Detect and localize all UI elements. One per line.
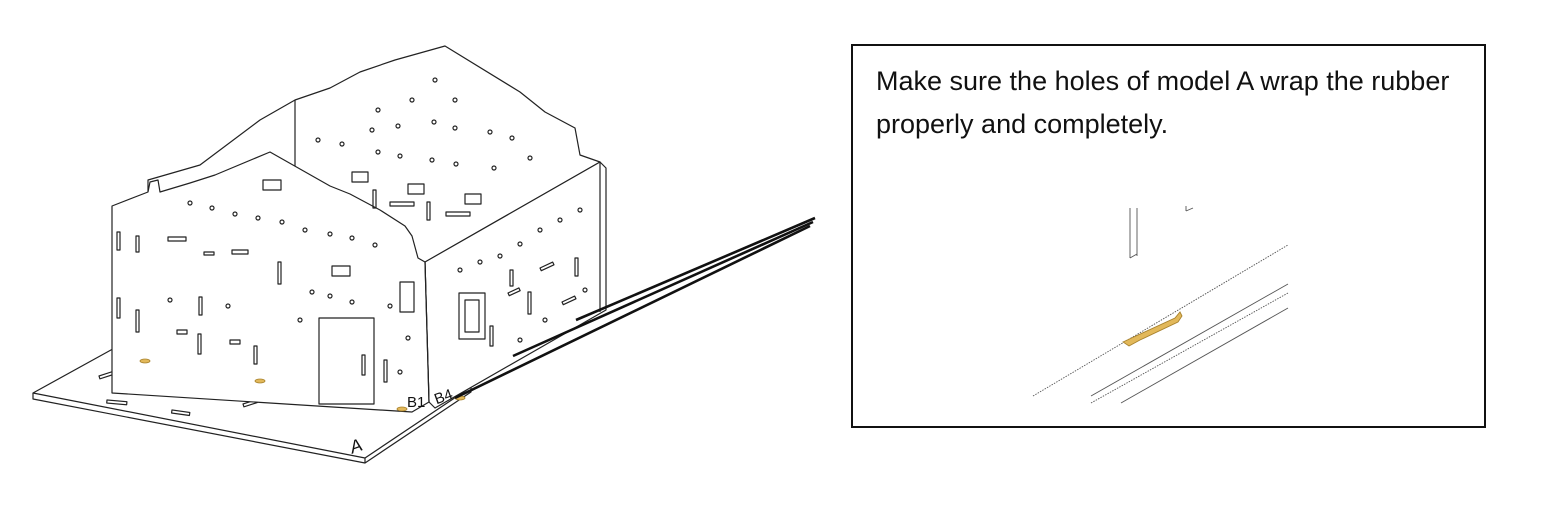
back-wall-details	[315, 77, 533, 221]
rubber-strip	[1122, 311, 1183, 347]
detail-zoom-illustration	[1032, 206, 1289, 404]
label-b4: B4	[432, 386, 455, 408]
detail-callout: Make sure the holes of model A wrap the …	[851, 44, 1486, 428]
front-wall-b1	[111, 151, 430, 413]
label-a: A	[346, 435, 365, 458]
leader-lines	[454, 216, 816, 400]
label-b1: B1	[407, 394, 425, 411]
rubber-feet	[139, 358, 466, 412]
callout-instruction: Make sure the holes of model A wrap the …	[876, 66, 1450, 139]
side-wall-b4	[424, 161, 607, 409]
